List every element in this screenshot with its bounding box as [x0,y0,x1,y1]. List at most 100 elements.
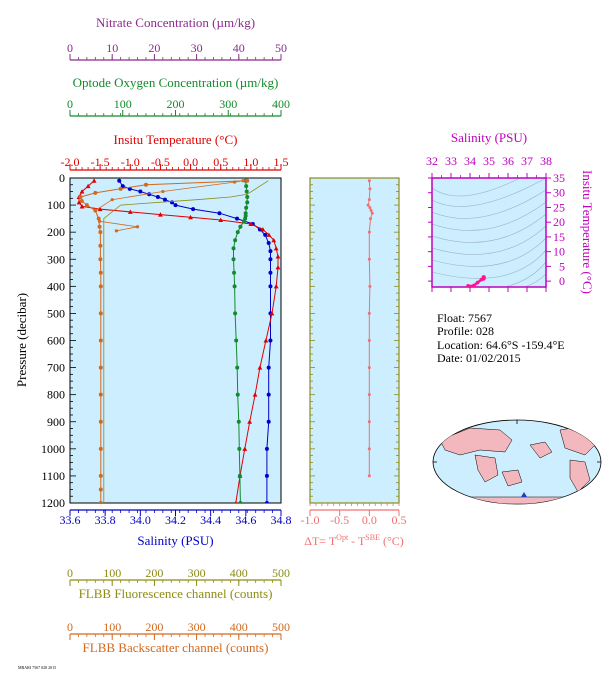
delta-t-point [367,474,371,478]
temperature-point [275,264,281,270]
pressure-tick-label: 1000 [41,442,65,456]
ts-x-tick-label: 32 [426,154,438,168]
temperature-point [127,209,133,214]
temperature-tick-label: 0.0 [183,155,198,169]
salinity-point [266,392,271,397]
delta-t-tick-label: -1.0 [301,513,320,527]
oxygen-point [235,230,240,235]
pressure-tick-label: 1200 [41,496,65,510]
salinity-point [268,270,273,275]
salinity-point [266,241,271,245]
oxygen-point [232,284,237,289]
pressure-tick-label: 0 [59,171,65,185]
backscatter_alt-line [94,180,244,232]
oxygen-point [233,311,238,316]
oxygen-tick-label: 0 [67,97,73,111]
backscatter-point [84,203,89,208]
salinity-point [266,365,271,370]
delta-t-point [369,209,373,212]
delta-t-tick-label: 0.5 [392,513,407,527]
pressure-tick-label: 300 [47,252,65,266]
temperature-point [273,246,279,251]
nitrate-tick-label: 40 [233,41,245,55]
oxygen-point [244,205,249,210]
pressure-tick-label: 500 [47,306,65,320]
oxygen-point [236,419,241,424]
temperature-point [266,232,272,237]
backscatter_alt-point [135,225,140,229]
delta-t-point [368,187,372,191]
fluorescence-axis-title: FLBB Fluorescence channel (counts) [79,586,273,601]
backscatter_alt-point [232,180,237,184]
oxygen-point [235,392,240,397]
delta-t-xlabel-sup-opt: Opt [336,533,349,542]
oxygen-axis-title: Optode Oxygen Concentration (µm/kg) [73,75,279,90]
backscatter-point [98,365,103,370]
backscatter-point [98,501,103,503]
temperature-point [252,392,258,397]
temperature-point [260,227,266,232]
delta-t-xlabel-end: (°C) [380,534,404,548]
delta-t-point [367,257,371,261]
salinity-point [263,232,268,237]
temperature-tick-label: -1.5 [91,155,110,169]
fluorescence-axis: 0 100 200 300 400 500 FLBB Fluorescence channe… [67,566,290,601]
backscatter-tick-label: 0 [67,620,73,634]
backscatter-tick-label: 100 [103,620,121,634]
backscatter-point [98,257,103,262]
delta-t-point [367,366,371,370]
salinity-point [235,216,240,221]
pressure-tick-label: 900 [47,415,65,429]
ts-point [468,284,472,287]
nitrate-tick-label: 30 [191,41,203,55]
ts-y-tick-label: 30 [553,186,565,200]
oxygen-point [244,184,249,189]
backscatter_alt-point [110,198,114,202]
temperature-point [97,206,103,212]
temperature-point [257,365,263,370]
delta-t-tick-label: 0.0 [362,513,377,527]
backscatter-point [98,243,103,248]
nitrate-axis-title: Nitrate Concentration (µm/kg) [96,15,255,30]
temperature-point [269,311,275,316]
temperature-tick-label: 1.0 [243,155,258,169]
salinity-point [264,501,269,503]
backscatter-point [98,487,103,492]
delta-t-plot-area [310,178,399,503]
ts-x-tick-label: 33 [445,154,457,168]
temperature-point [218,217,224,222]
location-text: Location: 64.6°S -159.4°E [437,338,565,352]
nitrate-tick-label: 0 [67,41,73,55]
oxygen-point [242,219,247,224]
backscatter-tick-label: 400 [230,620,248,634]
delta-t-point [369,217,373,221]
backscatter-point [98,284,103,289]
oxygen-point [245,200,250,205]
delta-t-point [367,179,371,183]
pressure-axis: 0 100 200 300 400 500 600 700 800 900 1000 1100 1200… [14,171,76,510]
temperature-point [79,189,85,194]
world-map-inset [432,419,602,505]
delta-t-xlabel-mid: - T [348,534,366,548]
salinity-point [268,284,273,289]
ts-x-tick-label: 36 [502,154,514,168]
temperature-axis: -2.0 -1.5 -1.0 -0.5 0.0 0.5 1.0 1.5 Insitu Tempe… [61,132,289,171]
backscatter-point [98,270,103,275]
oxygen-tick-label: 300 [219,97,237,111]
backscatter-point [98,230,103,235]
ts-point [475,280,480,285]
delta-t-point [366,203,370,207]
ts-y-axis-title: Insitu Temperature (°C) [580,170,595,294]
ts-y-tick-label: 15 [553,230,565,244]
backscatter-point [97,224,102,229]
nitrate-axis: 0 10 20 30 40 50 Nitrate Concentration (µm/kg) [67,15,287,61]
salinity-tick-label: 33.8 [95,513,116,527]
backscatter_alt-point [241,179,245,183]
salinity-point [264,473,269,478]
backscatter-line [79,180,248,503]
oxygen-point [244,189,249,194]
delta-t-point [367,311,371,315]
salinity-point [217,211,222,216]
